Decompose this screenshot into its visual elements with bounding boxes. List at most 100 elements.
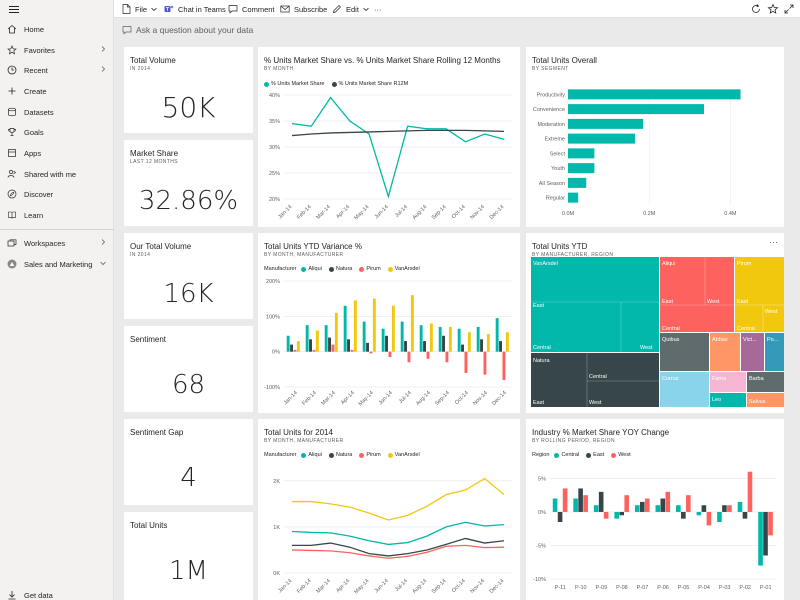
card-sentiment[interactable]: Sentiment 68 (124, 326, 253, 412)
card-our-total-volume[interactable]: Our Total Volume IN 2014 16K (124, 233, 253, 319)
x-tick-label: Aug-14 (415, 390, 432, 407)
more-options-button[interactable]: ··· (374, 0, 382, 18)
x-tick-label: Mar-14 (315, 204, 332, 221)
chevron-down-icon (151, 7, 157, 12)
treemap-node-aliqui[interactable] (660, 257, 734, 332)
treemap-node-vanarsdel-central[interactable] (531, 257, 659, 352)
treemap-node-leo[interactable] (710, 393, 746, 407)
nav-item-workspaces[interactable]: Workspaces (0, 233, 114, 253)
legend-title: Region (532, 452, 550, 458)
tile-title: Total Units YTD (532, 242, 588, 251)
tile-market-share-line[interactable]: % Units Market Share vs. % Units Market … (258, 47, 520, 227)
bar (286, 335, 290, 352)
card-sentiment-gap[interactable]: Sentiment Gap 4 (124, 419, 253, 505)
chart-legend: Manufacturer Aliqui Natura Pirum VanArsd… (264, 452, 422, 458)
x-tick-label: P-10 (575, 585, 587, 591)
tile-yoy-change-bar[interactable]: Industry % Market Share YOY Change BY RO… (526, 419, 784, 600)
bar (457, 328, 461, 352)
treemap-node-po[interactable] (765, 333, 784, 371)
card-market-share[interactable]: Market Share LAST 12 MONTHS 32.86% (124, 140, 253, 226)
bar (573, 498, 578, 512)
chevron-down-icon[interactable] (99, 259, 107, 267)
nav-item-favorites[interactable]: Favorites (0, 40, 114, 60)
nav-item-apps[interactable]: Apps (0, 143, 114, 163)
book-icon (8, 211, 16, 219)
treemap-label-west: West (589, 400, 602, 406)
kpi-value: 1M (169, 556, 208, 586)
treemap-node-quibus[interactable] (660, 333, 709, 371)
bar (502, 351, 506, 380)
x-tick-label: Jul-14 (394, 578, 409, 593)
qna-ask-box[interactable]: Ask a question about your data (122, 22, 422, 38)
bar (499, 341, 502, 352)
treemap-node-abbas[interactable] (710, 333, 740, 371)
chat-in-teams-label: Chat in Teams (178, 4, 226, 14)
treemap-label-natura: Natura (533, 358, 550, 364)
tile-title: Total Units for 2014 (264, 428, 333, 437)
bar (665, 491, 671, 512)
nav-item-create[interactable]: Create (0, 81, 114, 101)
bar (324, 325, 328, 352)
fullscreen-icon[interactable] (783, 3, 795, 15)
treemap-node-pirum[interactable] (735, 257, 784, 332)
treemap-node-vict[interactable] (741, 333, 764, 371)
chevron-right-icon[interactable] (99, 45, 107, 53)
file-menu-button[interactable]: File (122, 0, 162, 18)
category-label: Moderation (537, 122, 565, 128)
favorite-star-icon[interactable] (767, 3, 779, 15)
chart-legend: % Units Market Share % Units Market Shar… (264, 81, 410, 87)
nav-item-shared-with-me[interactable]: Shared with me (0, 164, 114, 184)
tile-ytd-variance-bar[interactable]: Total Units YTD Variance % BY MONTH, MAN… (258, 233, 520, 413)
bar (660, 498, 666, 512)
tile-subtitle: BY MANUFACTURER, REGION (532, 252, 614, 258)
category-label: Regular (546, 196, 565, 202)
treemap-node-salvus[interactable] (747, 393, 784, 407)
tile-units-overall-bar[interactable]: Total Units Overall BY SEGMENT 0.0M 0.2M 0… (526, 47, 784, 227)
treemap-node-fama[interactable] (710, 372, 746, 392)
nav-item-learn[interactable]: Learn (0, 205, 114, 225)
qna-placeholder: Ask a question about your data (136, 25, 254, 35)
x-tick-label: P-08 (616, 585, 628, 591)
tile-units-2014-line[interactable]: Total Units for 2014 BY MONTH, MANUFACTU… (258, 419, 520, 600)
bar (296, 341, 300, 352)
bar (593, 505, 599, 512)
bar (464, 351, 468, 373)
x-tick-label: Jan-14 (283, 390, 299, 406)
tile-more-options-button[interactable]: ··· (769, 237, 778, 247)
chevron-right-icon[interactable] (99, 238, 107, 246)
nav-item-goals[interactable]: Goals (0, 122, 114, 142)
comment-button[interactable]: Comment (228, 0, 275, 18)
subscribe-button[interactable]: Subscribe (280, 0, 327, 18)
nav-item-datasets[interactable]: Datasets (0, 102, 114, 122)
nav-item-discover[interactable]: Discover (0, 184, 114, 204)
bar (568, 163, 595, 174)
treemap-node-currus[interactable] (660, 372, 709, 407)
bar (505, 332, 509, 352)
action-bar: File Chat in Teams Comment Subscribe Edi… (114, 0, 800, 18)
treemap-node-barba[interactable] (747, 372, 784, 392)
tile-ytd-treemap[interactable]: Total Units YTD BY MANUFACTURER, REGION … (526, 233, 784, 413)
bar (293, 349, 297, 352)
bar (768, 511, 773, 536)
nav-item-home[interactable]: Home (0, 19, 114, 39)
bar (410, 295, 414, 352)
treemap-node-natura[interactable] (531, 353, 659, 407)
nav-item-workspace-sales-and-marketing[interactable]: Sales and Marketing (0, 254, 114, 274)
nav-item-get-data[interactable]: Get data (0, 588, 114, 600)
nav-item-recent[interactable]: Recent (0, 60, 114, 80)
category-label: Convenience (533, 107, 565, 113)
treemap-label-east: East (662, 299, 673, 305)
x-tick-label: P-02 (739, 585, 751, 591)
chevron-right-icon[interactable] (99, 65, 107, 73)
nav-label: Goals (24, 127, 44, 137)
x-tick-label: Nov-14 (472, 390, 489, 407)
hamburger-menu-icon[interactable] (8, 3, 22, 17)
left-nav-pane: Home Favorites Recent Create Datasets Go… (0, 0, 114, 600)
card-total-volume[interactable]: Total Volume IN 2014 50K (124, 47, 253, 133)
refresh-icon[interactable] (750, 3, 762, 15)
bar (331, 344, 335, 352)
card-total-units[interactable]: Total Units 1M (124, 512, 253, 600)
chat-in-teams-button[interactable]: Chat in Teams (164, 0, 226, 18)
nav-label: Favorites (24, 45, 55, 55)
edit-button[interactable]: Edit (332, 0, 374, 18)
